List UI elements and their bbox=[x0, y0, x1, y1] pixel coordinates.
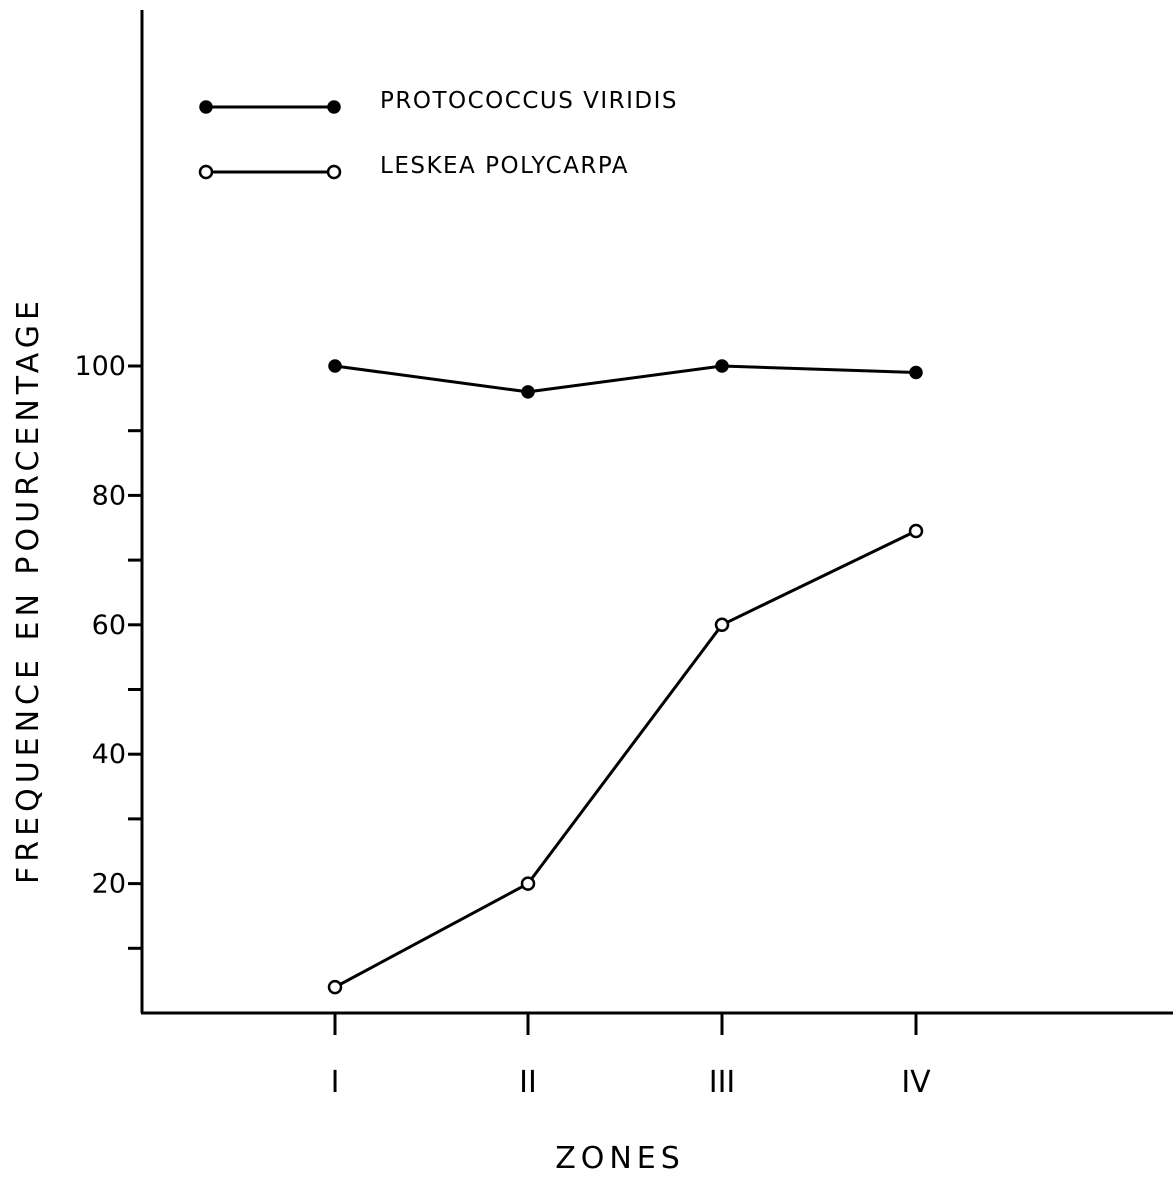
series-1-point-I bbox=[328, 359, 342, 373]
x-tick-label-I: I bbox=[331, 1065, 340, 1100]
series-1 bbox=[328, 359, 923, 399]
series-2-point-III bbox=[714, 617, 730, 633]
legend: PROTOCOCCUS VIRIDIS LESKEA POLYCARPA bbox=[198, 88, 678, 180]
series-2-point-IV bbox=[908, 523, 924, 539]
legend-marker-2-2 bbox=[326, 164, 342, 180]
legend-marker-1-2 bbox=[327, 100, 341, 114]
series-2-point-I bbox=[327, 979, 343, 995]
x-axis-title: ZONES bbox=[555, 1141, 685, 1176]
axes bbox=[140, 10, 1173, 1015]
series-2 bbox=[327, 523, 924, 995]
x-tick-label-IV: IV bbox=[901, 1065, 931, 1100]
series-1-point-III bbox=[715, 359, 729, 373]
x-tick-label-III: III bbox=[709, 1065, 736, 1100]
series-layer bbox=[327, 359, 924, 995]
y-tick-label-100: 100 bbox=[74, 351, 126, 382]
x-tick-label-II: II bbox=[519, 1065, 537, 1100]
y-axis-ticks: 20 40 60 80 100 bbox=[74, 351, 142, 950]
series-1-line bbox=[334, 364, 917, 394]
series-1-point-II bbox=[521, 385, 535, 399]
y-tick-label-80: 80 bbox=[92, 480, 126, 511]
y-axis-title: FREQUENCE EN POURCENTAGE bbox=[11, 296, 46, 884]
legend-label-2: LESKEA POLYCARPA bbox=[380, 153, 629, 179]
y-tick-label-20: 20 bbox=[92, 869, 126, 900]
legend-marker-2-1 bbox=[198, 164, 214, 180]
x-axis-ticks: I II III IV bbox=[331, 1013, 931, 1100]
series-2-line bbox=[334, 529, 917, 989]
y-tick-label-40: 40 bbox=[92, 739, 126, 770]
legend-label-1: PROTOCOCCUS VIRIDIS bbox=[380, 88, 678, 114]
legend-marker-1-1 bbox=[199, 100, 213, 114]
series-1-point-IV bbox=[909, 365, 923, 380]
y-tick-label-60: 60 bbox=[92, 610, 126, 641]
series-2-point-II bbox=[520, 876, 536, 891]
